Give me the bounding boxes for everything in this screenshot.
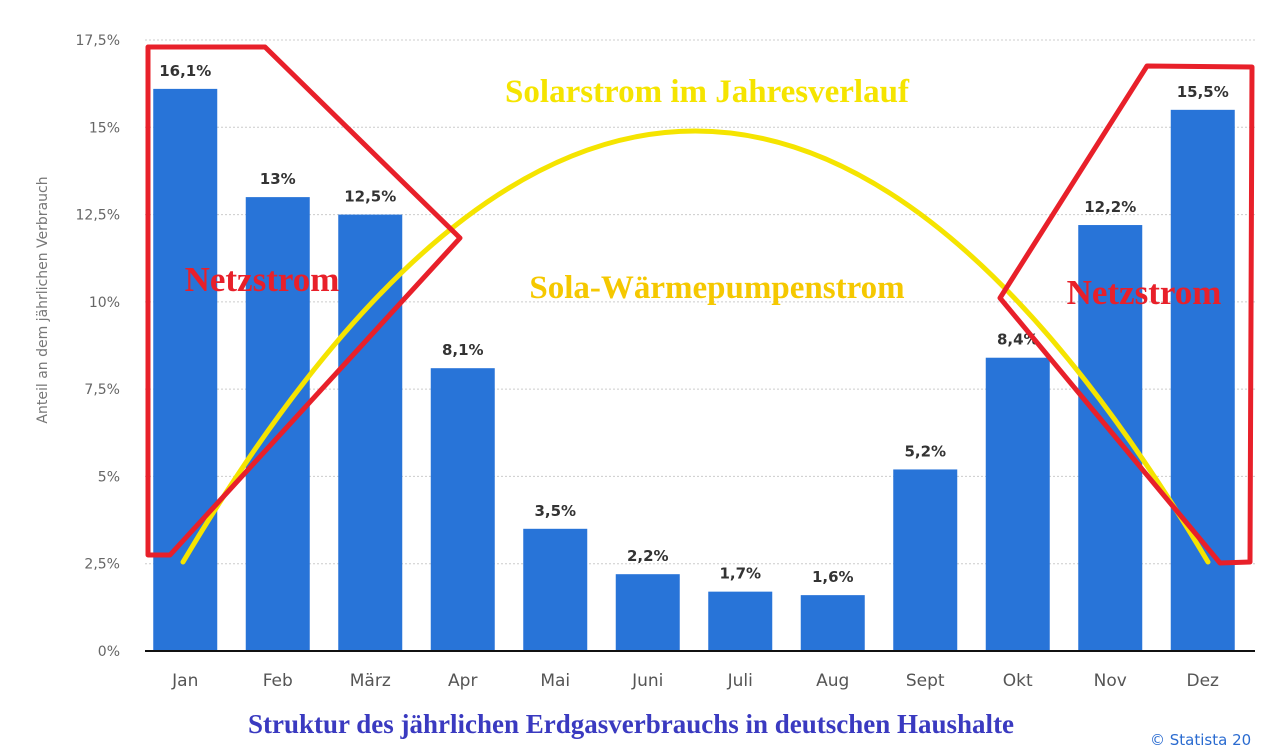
- y-tick-label: 2,5%: [84, 557, 120, 573]
- bars: [153, 88, 1235, 652]
- y-tick-label: 12,5%: [76, 208, 120, 224]
- data-label: 12,2%: [1084, 198, 1136, 216]
- data-label: 2,2%: [627, 547, 669, 565]
- data-label: 13%: [260, 170, 296, 188]
- bar-aug[interactable]: [800, 595, 865, 651]
- grid-power-left-annotation: Netzstrom: [185, 260, 340, 299]
- bar-sept[interactable]: [893, 469, 958, 651]
- grid-power-right-annotation: Netzstrom: [1067, 273, 1222, 312]
- data-labels: 16,1%13%12,5%8,1%3,5%2,2%1,7% 1,6%5,2%8,4…: [159, 62, 1229, 586]
- bar-jan[interactable]: [153, 88, 218, 651]
- data-label: 5,2%: [904, 442, 946, 460]
- bar-feb[interactable]: [245, 197, 310, 651]
- y-tick-label: 5%: [98, 469, 120, 485]
- data-label: 12,5%: [344, 188, 396, 206]
- x-tick-label: Feb: [263, 671, 293, 691]
- y-tick-label: 0%: [98, 644, 120, 660]
- bar-märz[interactable]: [338, 214, 403, 652]
- bar-juli[interactable]: [708, 591, 773, 651]
- solar-curve: [180, 128, 1211, 565]
- solar-title-annotation: Solarstrom im Jahresverlauf: [505, 74, 910, 110]
- solar-heatpump-annotation: Sola-Wärmepumpenstrom: [529, 270, 904, 306]
- x-tick-label: Sept: [906, 671, 945, 691]
- x-tick-label: Aug: [816, 671, 849, 691]
- x-tick-label: Juni: [631, 671, 663, 691]
- bar-nov[interactable]: [1078, 225, 1143, 651]
- bar-mai[interactable]: [523, 528, 588, 651]
- x-tick-label: Mai: [540, 671, 570, 691]
- y-tick-label: 7,5%: [84, 382, 120, 398]
- statista-credit[interactable]: © Statista 20: [1150, 731, 1251, 749]
- x-tick-label: Dez: [1187, 671, 1220, 691]
- grid-power-outline-left: [145, 44, 463, 558]
- data-label: 15,5%: [1177, 83, 1229, 101]
- data-label: 3,5%: [534, 502, 576, 520]
- gridlines: [145, 39, 1255, 565]
- data-label: 16,1%: [159, 62, 211, 80]
- bar-apr[interactable]: [430, 368, 495, 651]
- x-axis-labels: Jan Feb März Apr Mai Juni Juli Aug Sept Okt Nov Dez: [171, 671, 1219, 691]
- data-label: 1,7%: [719, 565, 761, 583]
- bar-dez[interactable]: [1170, 109, 1235, 652]
- x-tick-label: Nov: [1094, 671, 1127, 691]
- y-tick-label: 10%: [89, 295, 120, 311]
- data-label: 8,1%: [442, 341, 484, 359]
- x-tick-label: Apr: [448, 671, 477, 691]
- x-tick-label: März: [350, 671, 391, 691]
- x-tick-label: Juli: [727, 671, 753, 691]
- y-axis-label: Anteil an dem jährlichen Verbrauch: [35, 176, 51, 423]
- chart-title: Struktur des jährlichen Erdgasverbrauchs…: [248, 709, 1014, 739]
- y-tick-label: 15%: [89, 120, 120, 136]
- y-axis-ticks: 0% 2,5% 5% 7,5% 10% 12,5% 15% 17,5%: [76, 33, 120, 660]
- x-tick-label: Okt: [1003, 671, 1033, 691]
- bar-juni[interactable]: [615, 574, 680, 651]
- bar-okt[interactable]: [985, 357, 1050, 651]
- data-label: 1,6%: [812, 568, 854, 586]
- y-tick-label: 17,5%: [76, 33, 120, 49]
- x-tick-label: Jan: [171, 671, 198, 691]
- grid-power-outline-right: [997, 63, 1255, 566]
